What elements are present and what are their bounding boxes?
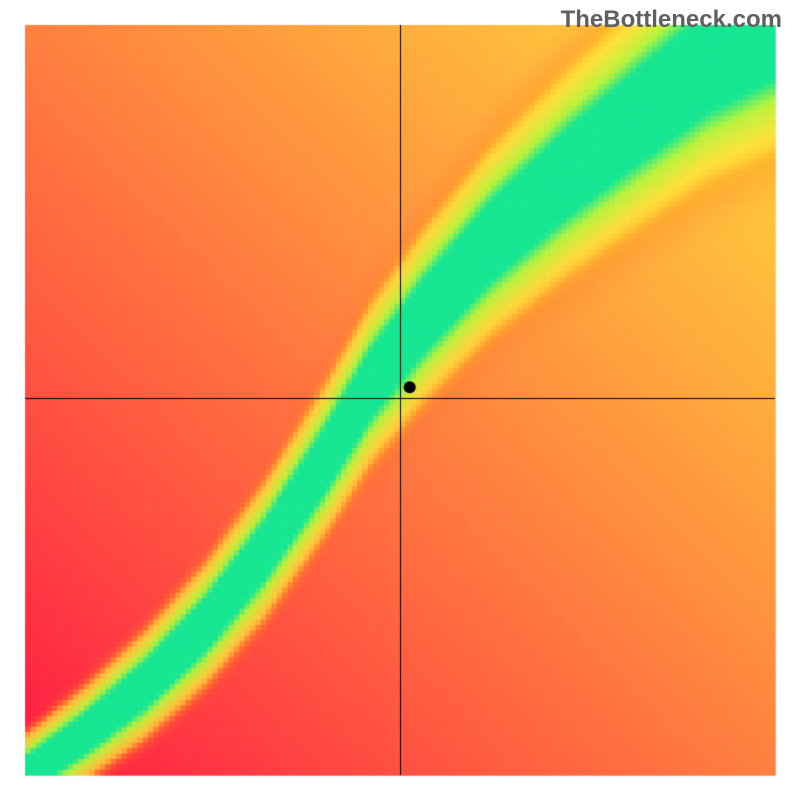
chart-container: TheBottleneck.com — [0, 0, 800, 800]
bottleneck-heatmap-canvas — [0, 0, 800, 800]
